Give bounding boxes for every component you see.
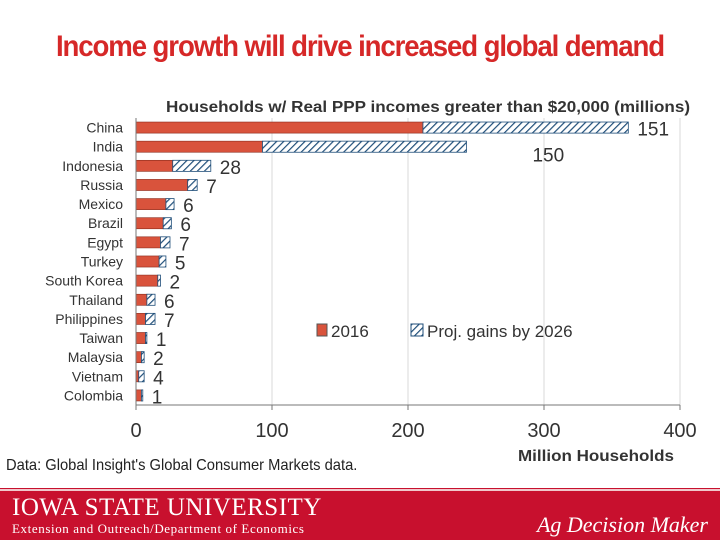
department-label: Extension and Outreach/Department of Eco… [12, 521, 305, 536]
slide-title: Income growth will drive increased globa… [55, 30, 665, 63]
bar-2016-colombia [135, 389, 142, 402]
category-label-brazil: Brazil [88, 215, 123, 231]
category-label-vietnam: Vietnam [72, 368, 123, 384]
gain-label-taiwan: 1 [156, 330, 167, 351]
bar-gain-mexico [165, 198, 175, 211]
category-labels: China India Indonesia Russia Mexico Brazil Egy… [45, 120, 123, 404]
bar-gain-malaysia [141, 351, 145, 364]
legend-label-2016: 2016 [331, 322, 369, 341]
bar-gain-china [422, 121, 629, 134]
gain-label-vietnam: 4 [153, 368, 164, 389]
bar-2016-thailand [135, 293, 148, 306]
gain-label-brazil: 6 [180, 215, 191, 236]
gain-label-malaysia: 2 [153, 349, 164, 370]
university-wordmark: IOWA STATE UNIVERSITY [12, 494, 322, 521]
category-label-philippines: Philippines [55, 311, 123, 327]
category-label-india: India [93, 139, 124, 155]
bar-chart: Households w/ Real PPP incomes greater t… [45, 99, 697, 465]
bar-2016-india [135, 140, 263, 153]
bar-2016-russia [135, 179, 188, 191]
bar-2016-philippines [135, 313, 146, 325]
gain-label-indonesia: 28 [220, 158, 241, 179]
category-label-russia: Russia [80, 177, 123, 193]
category-label-thailand: Thailand [69, 292, 123, 308]
legend-swatch-gains [410, 323, 424, 337]
gain-label-south-korea: 2 [169, 273, 180, 294]
bar-gain-colombia [141, 389, 144, 402]
gain-label-china: 151 [637, 120, 669, 141]
gridlines [271, 118, 681, 405]
gain-label-turkey: 5 [175, 254, 186, 275]
category-label-colombia: Colombia [64, 387, 123, 403]
brand-label: Ag Decision Maker [536, 512, 708, 537]
bar-gain-egypt [160, 236, 171, 249]
bar-gain-taiwan [145, 332, 148, 344]
chart-title: Households w/ Real PPP incomes greater t… [166, 99, 690, 116]
gain-label-egypt: 7 [179, 234, 190, 255]
category-label-egypt: Egypt [87, 234, 123, 250]
bar-gain-indonesia [172, 159, 212, 172]
bar-2016-indonesia [135, 159, 174, 172]
bar-gain-vietnam [138, 370, 145, 383]
bar-2016-brazil [135, 217, 164, 230]
bar-2016-turkey [135, 255, 160, 268]
x-tick-label-400: 400 [663, 420, 696, 442]
bars [135, 121, 629, 402]
x-tick-label-100: 100 [255, 420, 288, 442]
footer-band [0, 488, 720, 540]
gain-label-mexico: 6 [183, 196, 194, 217]
bar-2016-mexico [135, 198, 167, 210]
x-tick-label-200: 200 [391, 420, 424, 442]
x-tick-label-300: 300 [527, 420, 560, 442]
footer-rule [0, 489, 720, 491]
bar-2016-south-korea [135, 274, 159, 287]
source-note: Data: Global Insight's Global Consumer M… [6, 457, 358, 474]
gain-label-colombia: 1 [152, 387, 163, 408]
legend-swatch-2016 [316, 323, 328, 337]
category-label-mexico: Mexico [79, 196, 124, 212]
x-axis-label: Million Households [518, 448, 674, 465]
bar-gain-india [262, 140, 467, 153]
category-label-south-korea: South Korea [45, 273, 123, 289]
legend: 2016 Proj. gains by 2026 [316, 322, 573, 341]
category-label-malaysia: Malaysia [68, 349, 123, 365]
bar-gain-philippines [145, 312, 156, 325]
bar-2016-china [135, 121, 424, 134]
category-label-taiwan: Taiwan [79, 330, 123, 346]
legend-label-gains: Proj. gains by 2026 [427, 322, 573, 341]
bar-gain-south-korea [157, 274, 161, 287]
bar-2016-malaysia [135, 351, 142, 364]
category-label-indonesia: Indonesia [62, 158, 123, 174]
gain-label-philippines: 7 [164, 311, 175, 332]
x-axis: 0 100 200 300 400 [130, 118, 697, 442]
gain-label-india: 150 [532, 146, 564, 167]
category-label-turkey: Turkey [81, 254, 123, 270]
bar-gain-turkey [158, 255, 167, 268]
x-tick-label-0: 0 [130, 420, 141, 442]
category-label-china: China [86, 120, 123, 136]
bar-2016-egypt [135, 236, 161, 249]
bar-2016-taiwan [135, 332, 146, 344]
gain-label-russia: 7 [206, 177, 217, 198]
bar-gain-thailand [146, 293, 156, 306]
bar-gain-brazil [162, 217, 172, 230]
gain-label-thailand: 6 [164, 292, 175, 313]
bar-gain-russia [187, 179, 198, 191]
